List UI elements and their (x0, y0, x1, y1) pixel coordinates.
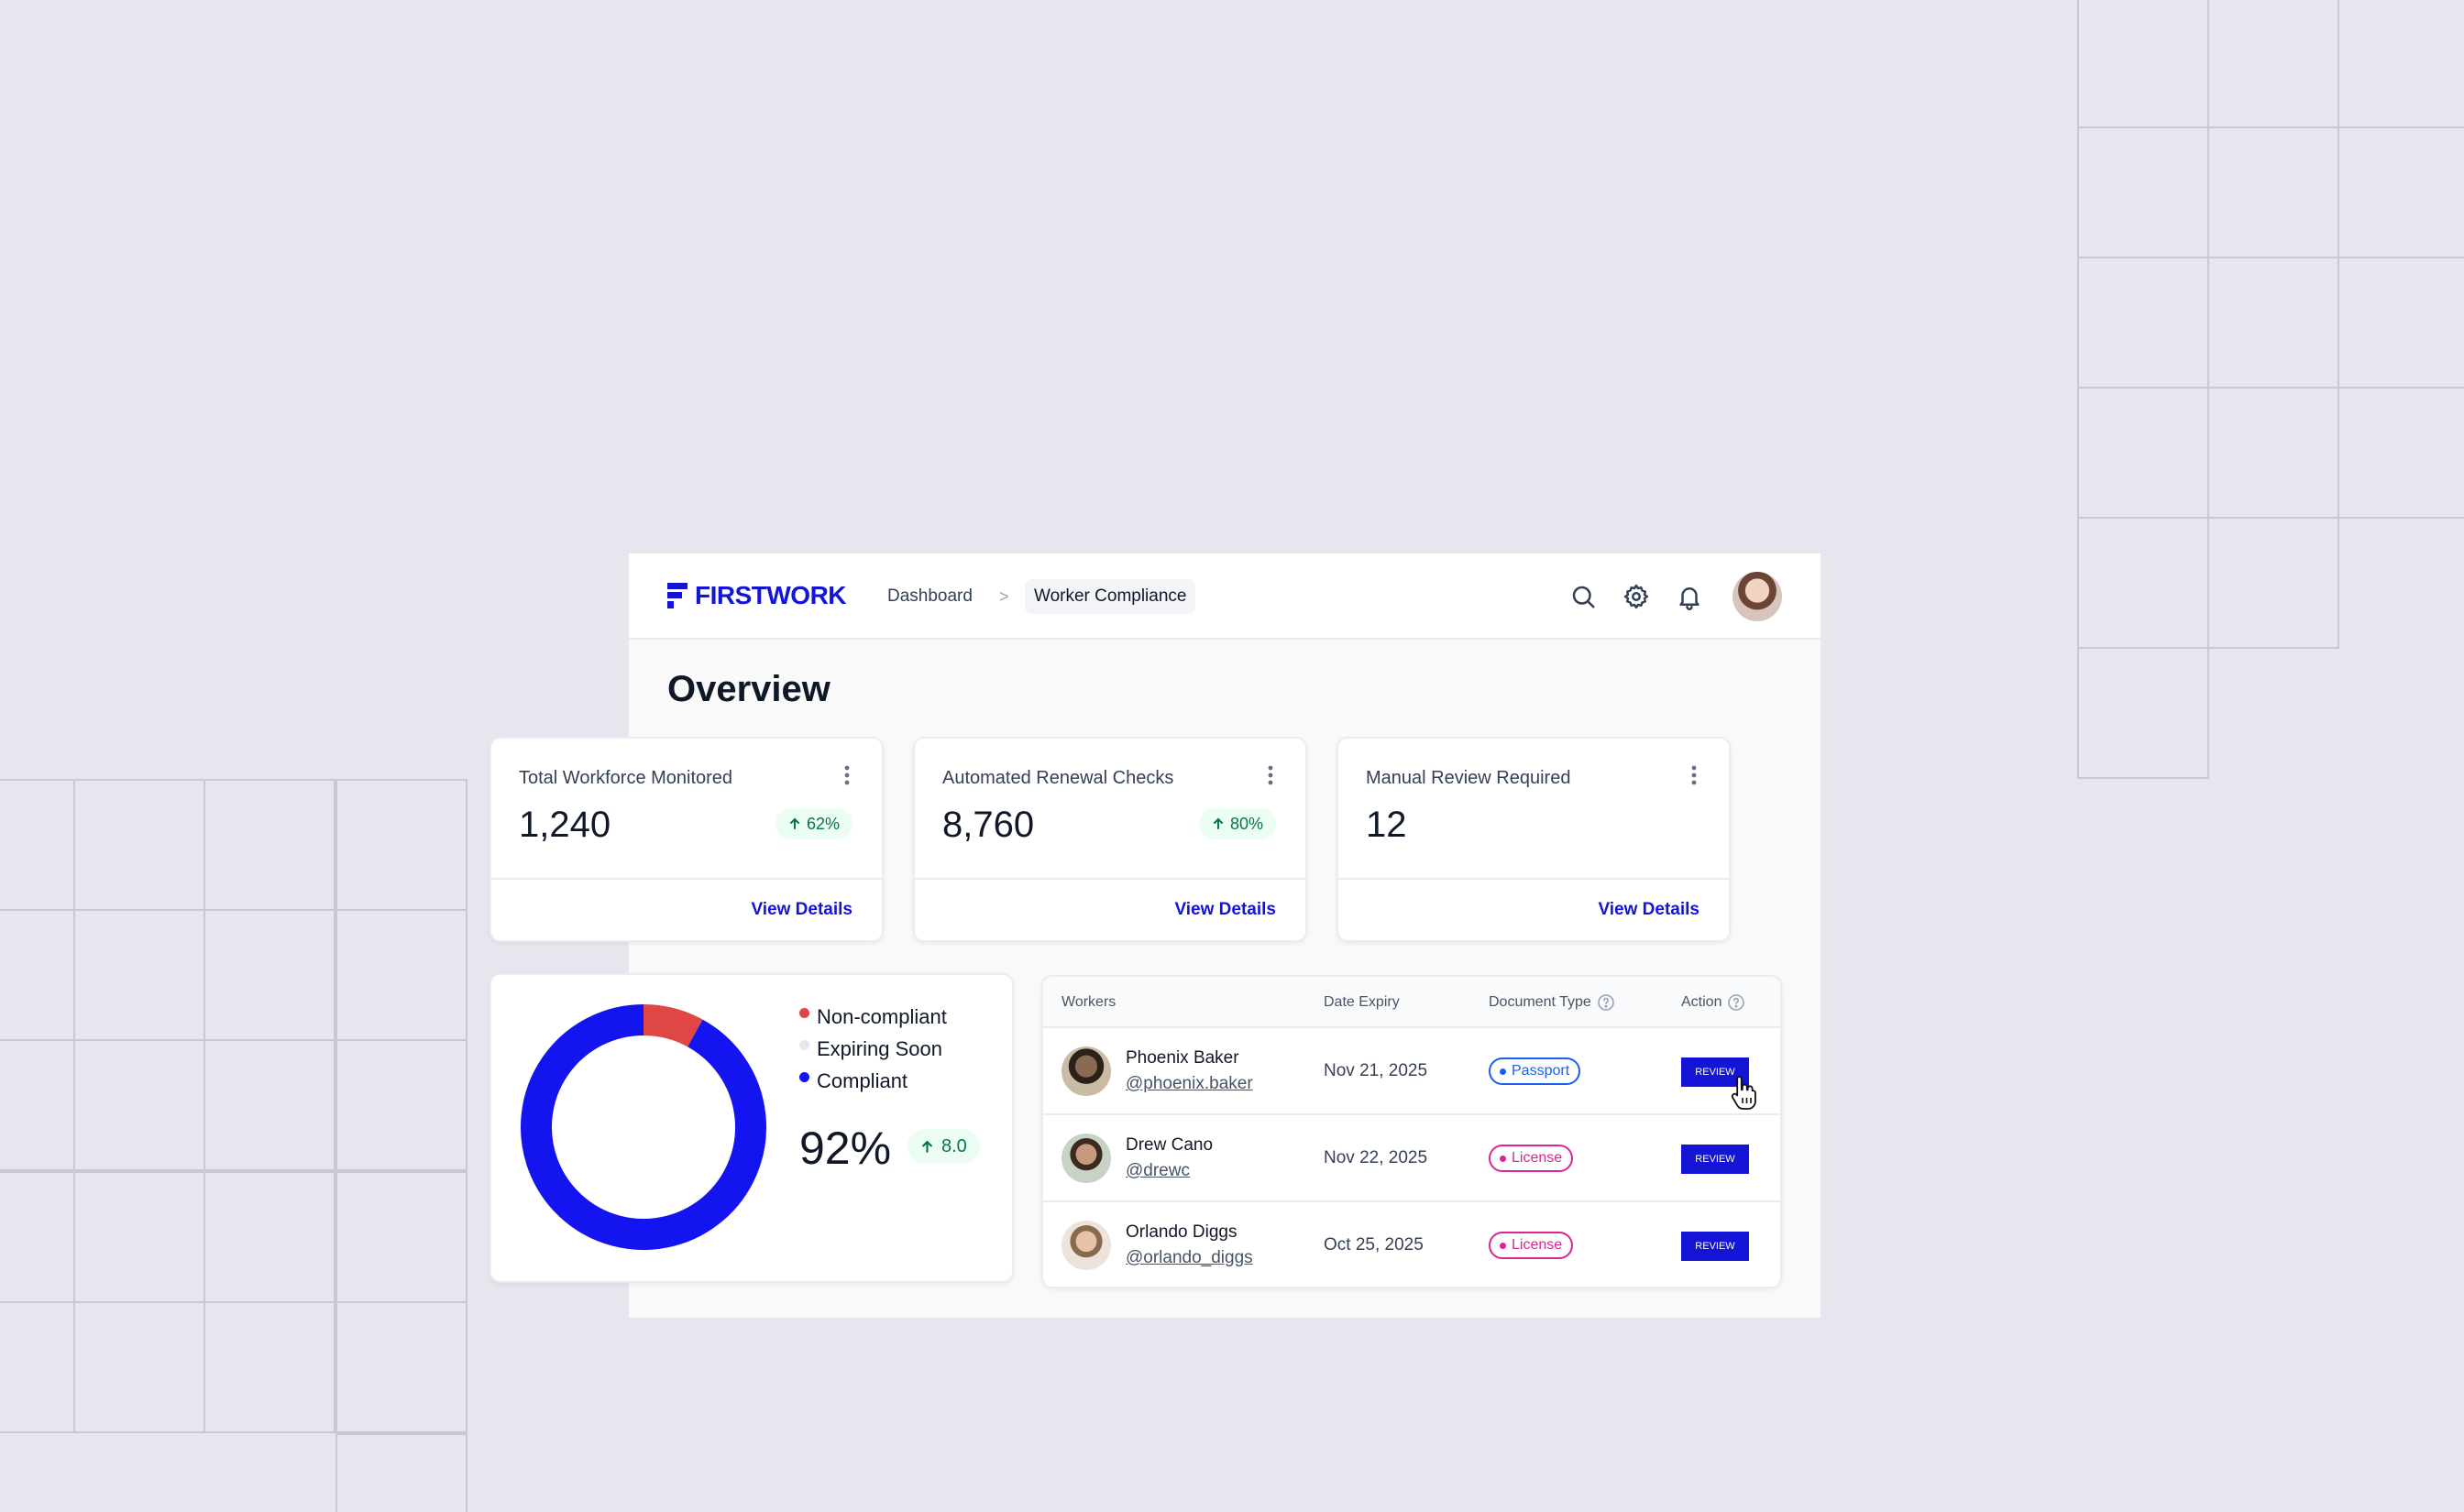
badge-dot (1500, 1242, 1506, 1249)
worker-handle-link[interactable]: @phoenix.baker (1126, 1074, 1253, 1093)
breadcrumb-separator-icon: > (999, 587, 1009, 606)
trend-value: 8.0 (941, 1135, 967, 1156)
legend-dot (799, 1008, 809, 1018)
legend-label: Non-compliant (817, 1004, 947, 1028)
column-header-action[interactable]: Action (1681, 977, 1745, 1028)
legend-item-expiring-soon: Expiring Soon (799, 1033, 947, 1065)
arrow-up-icon (922, 1140, 932, 1153)
kpi-label: Automated Renewal Checks (942, 768, 1174, 788)
avatar (1062, 1221, 1111, 1270)
kpi-card-automated-renewal: Automated Renewal Checks 8,760 80% View … (913, 737, 1307, 942)
kpi-value: 1,240 (519, 805, 611, 845)
document-type-badge: License (1489, 1232, 1574, 1259)
worker-handle-link[interactable]: @drewc (1126, 1161, 1190, 1180)
worker-name: Orlando Diggs (1126, 1222, 1238, 1242)
more-vertical-icon[interactable] (843, 764, 851, 786)
gear-icon[interactable] (1622, 583, 1650, 610)
badge-dot (1500, 1155, 1506, 1162)
avatar (1062, 1046, 1111, 1096)
kpi-value: 8,760 (942, 805, 1035, 845)
view-details-link[interactable]: View Details (1598, 900, 1700, 919)
more-vertical-icon[interactable] (1267, 764, 1274, 786)
trend-badge: 8.0 (908, 1129, 980, 1164)
kpi-card-manual-review: Manual Review Required 12 View Details (1336, 737, 1731, 942)
search-icon[interactable] (1569, 583, 1597, 610)
expiry-date: Nov 21, 2025 (1324, 1061, 1428, 1080)
workers-table: Workers Date Expiry Document Type Action… (1041, 975, 1782, 1288)
worker-name: Phoenix Baker (1126, 1048, 1239, 1068)
kpi-label: Total Workforce Monitored (519, 768, 733, 788)
column-header-label: Document Type (1489, 994, 1591, 1010)
avatar (1062, 1134, 1111, 1183)
more-vertical-icon[interactable] (1690, 764, 1698, 786)
breadcrumb-dashboard[interactable]: Dashboard (887, 586, 973, 606)
expiry-date: Nov 22, 2025 (1324, 1148, 1428, 1167)
legend-item-compliant: Compliant (799, 1065, 947, 1097)
donut-slice-compliant (521, 1004, 766, 1250)
review-button[interactable]: REVIEW (1681, 1232, 1749, 1261)
trend-value: 62% (806, 814, 840, 833)
user-avatar[interactable] (1732, 572, 1782, 621)
compliance-donut-chart (521, 1004, 766, 1250)
badge-label: License (1512, 1237, 1563, 1253)
legend-item-non-compliant: Non-compliant (799, 1001, 947, 1033)
legend-dot (799, 1040, 809, 1050)
breadcrumb-worker-compliance[interactable]: Worker Compliance (1025, 579, 1196, 614)
donut-slice-non-compliant (643, 1004, 703, 1047)
help-circle-icon[interactable] (1727, 993, 1745, 1012)
document-type-badge: Passport (1489, 1057, 1581, 1085)
divider (1338, 878, 1729, 880)
legend-dot (799, 1072, 809, 1082)
kpi-value: 12 (1366, 805, 1407, 845)
legend-label: Expiring Soon (817, 1036, 942, 1060)
view-details-link[interactable]: View Details (751, 900, 852, 919)
expiry-date: Oct 25, 2025 (1324, 1235, 1424, 1255)
worker-handle-link[interactable]: @orlando_diggs (1126, 1248, 1253, 1267)
table-row[interactable]: Drew Cano @drewc Nov 22, 2025 License RE… (1043, 1115, 1780, 1202)
divider (491, 878, 882, 880)
chart-legend: Non-compliant Expiring Soon Compliant (799, 1001, 947, 1097)
review-button[interactable]: REVIEW (1681, 1145, 1749, 1174)
brand-logo[interactable]: FIRSTWORK (667, 581, 847, 610)
trend-badge: 80% (1198, 808, 1276, 839)
column-header-label: Action (1681, 994, 1722, 1010)
column-header-date-expiry[interactable]: Date Expiry (1324, 994, 1400, 1010)
document-type-badge: License (1489, 1145, 1574, 1172)
table-header: Workers Date Expiry Document Type Action (1043, 977, 1780, 1028)
badge-label: Passport (1512, 1063, 1570, 1079)
table-row[interactable]: Orlando Diggs @orlando_diggs Oct 25, 202… (1043, 1202, 1780, 1287)
badge-label: License (1512, 1150, 1563, 1166)
compliance-percentage: 92% (799, 1123, 892, 1174)
worker-name: Drew Cano (1126, 1135, 1214, 1155)
top-bar: FIRSTWORK Dashboard > Worker Compliance (629, 553, 1820, 640)
brand-name: FIRSTWORK (695, 581, 847, 609)
badge-dot (1500, 1068, 1506, 1075)
arrow-up-icon (1213, 817, 1223, 829)
arrow-up-icon (789, 817, 799, 829)
compliance-chart-card: Non-compliant Expiring Soon Compliant 92… (490, 973, 1014, 1283)
hand-cursor-icon (1731, 1076, 1756, 1110)
trend-badge: 62% (775, 808, 852, 839)
page-title: Overview (667, 669, 830, 709)
kpi-label: Manual Review Required (1366, 768, 1571, 788)
column-header-workers[interactable]: Workers (1062, 994, 1116, 1010)
view-details-link[interactable]: View Details (1174, 900, 1276, 919)
kpi-card-total-workforce: Total Workforce Monitored 1,240 62% View… (490, 737, 884, 942)
table-row[interactable]: Phoenix Baker @phoenix.baker Nov 21, 202… (1043, 1028, 1780, 1115)
divider (915, 878, 1305, 880)
logo-mark-icon (667, 583, 688, 608)
trend-value: 80% (1229, 814, 1263, 833)
legend-label: Compliant (817, 1068, 908, 1092)
column-header-document-type[interactable]: Document Type (1489, 977, 1615, 1028)
bell-icon[interactable] (1676, 583, 1703, 610)
help-circle-icon[interactable] (1597, 993, 1615, 1012)
